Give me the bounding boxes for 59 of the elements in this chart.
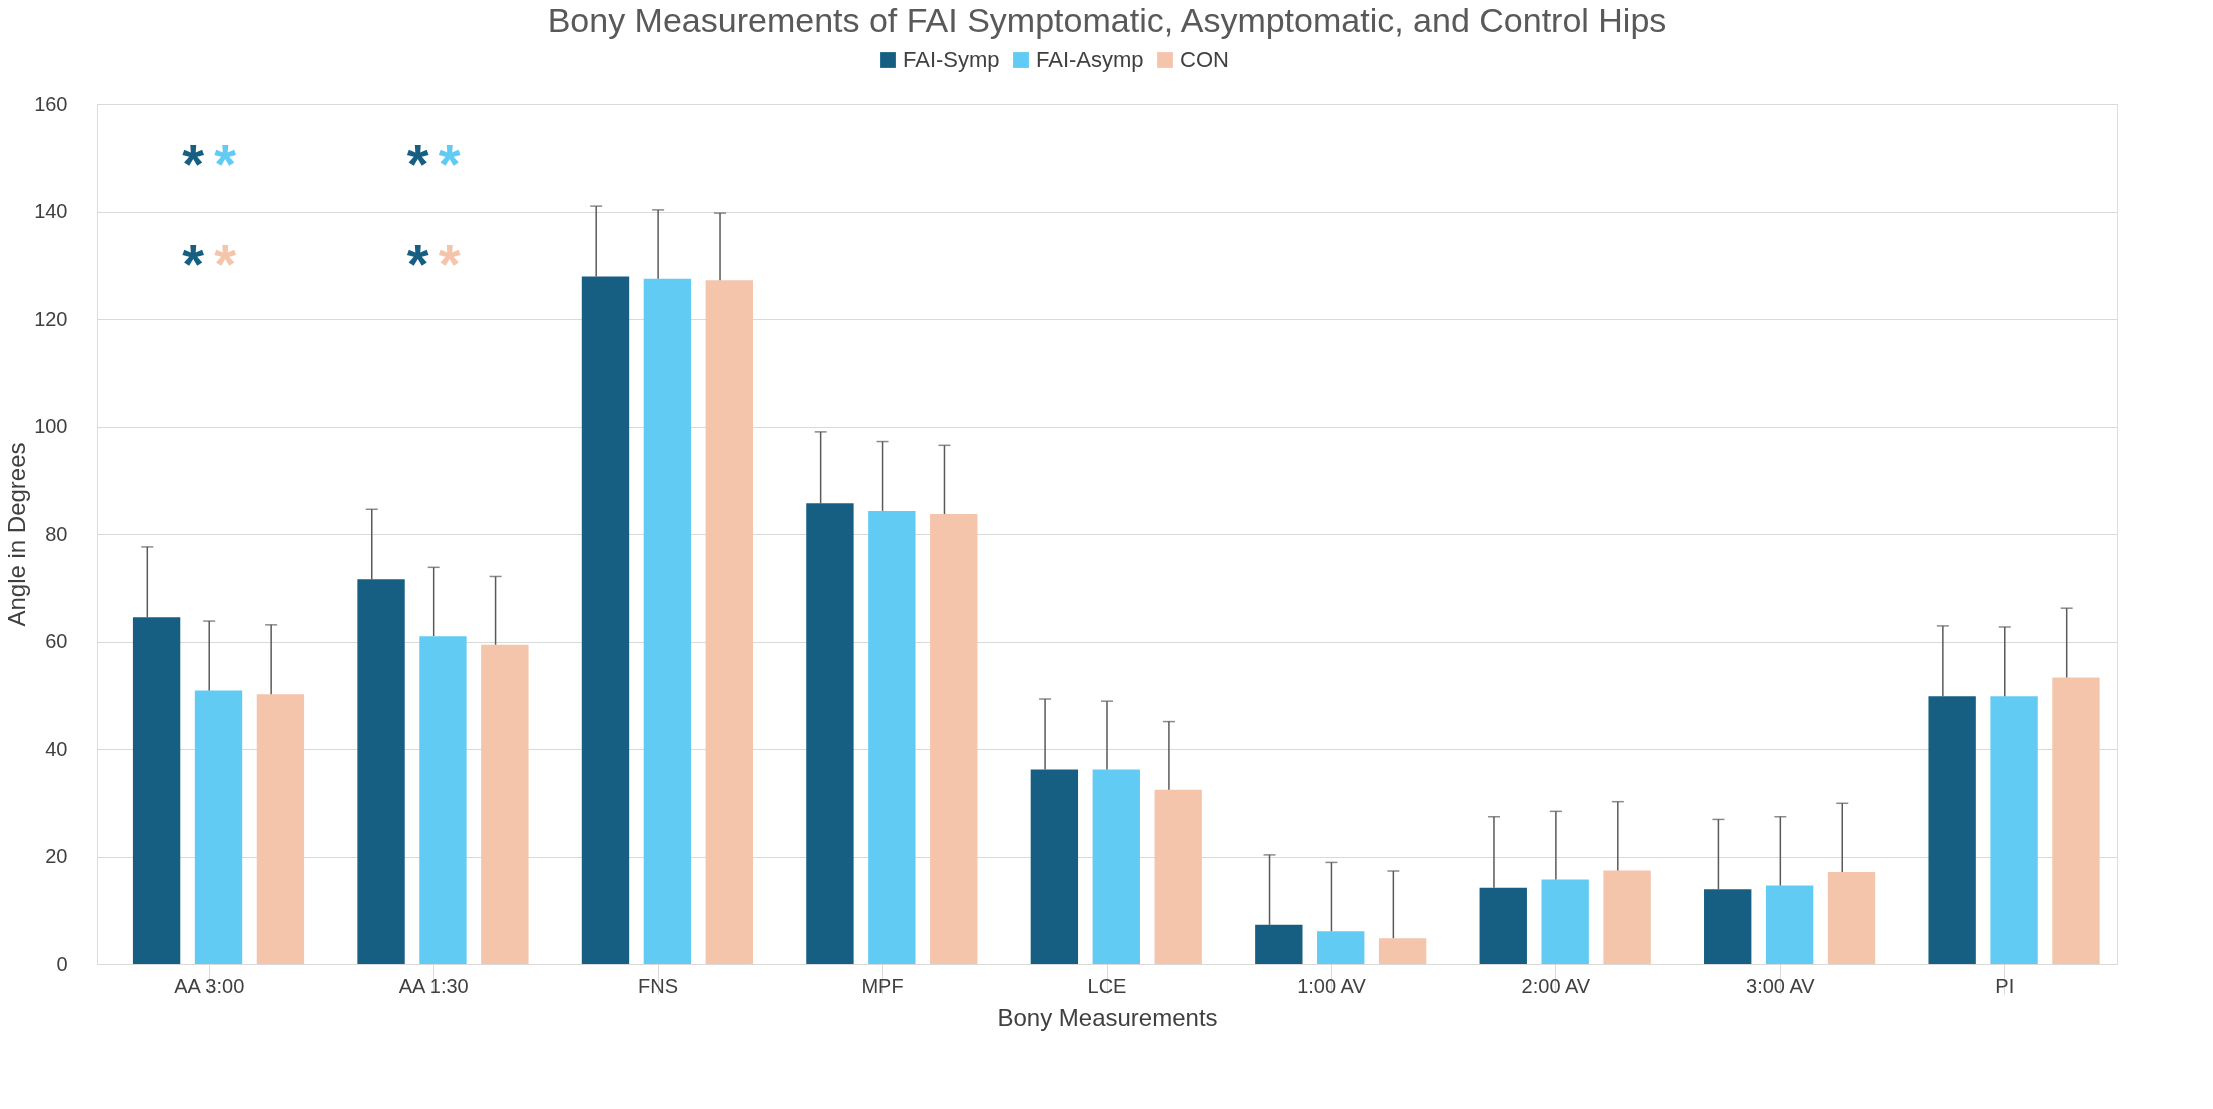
bar <box>194 690 243 964</box>
x-tick-label: 2:00 AV <box>1521 974 1591 997</box>
y-tick-label: 0 <box>56 952 68 975</box>
x-tick-label: 1:00 AV <box>1297 974 1367 997</box>
bar <box>1603 870 1651 964</box>
bar <box>868 510 916 964</box>
x-tick-label: AA 1:30 <box>398 974 469 997</box>
bar <box>1154 789 1202 964</box>
x-tick-label: MPF <box>861 974 904 997</box>
x-tick-label: AA 3:00 <box>174 974 245 997</box>
y-tick-label: 40 <box>45 737 68 760</box>
x-tick-label: FNS <box>638 974 679 997</box>
bar <box>1030 769 1079 964</box>
legend-label: CON <box>1180 47 1229 72</box>
bar <box>2052 677 2100 964</box>
bar <box>705 280 753 964</box>
legend-label: FAI-Symp <box>903 47 1000 72</box>
bar <box>1765 885 1814 964</box>
bar <box>581 276 630 964</box>
annotation: * <box>406 232 429 295</box>
bar <box>643 278 692 964</box>
y-tick-label: 80 <box>45 522 68 545</box>
annotation: * <box>182 232 205 295</box>
bar <box>1317 931 1365 964</box>
x-tick-label: PI <box>1995 974 2015 997</box>
bar <box>1255 924 1303 964</box>
y-tick-label: 120 <box>34 307 68 330</box>
bar <box>1990 696 2038 964</box>
bar <box>1479 887 1527 964</box>
annotation: * <box>438 232 461 295</box>
y-axis-title: Angle in Degrees <box>3 442 31 627</box>
bar <box>930 514 978 964</box>
bar <box>1928 696 1976 964</box>
bar <box>1378 938 1427 964</box>
y-tick-label: 140 <box>34 200 68 222</box>
bar <box>256 694 305 964</box>
x-tick-label: LCE <box>1087 974 1127 997</box>
bar <box>1541 879 1589 964</box>
x-tick-label: 3:00 AV <box>1746 974 1816 997</box>
y-tick-label: 60 <box>45 630 68 652</box>
legend-label: FAI-Asymp <box>1036 47 1144 72</box>
annotation: * <box>214 232 237 295</box>
y-tick-label: 160 <box>34 92 68 115</box>
annotation: * <box>406 132 429 195</box>
chart-title: Bony Measurements of FAI Symptomatic, Asymptomatic, and Control Hips <box>547 1 1667 39</box>
bar <box>481 644 529 964</box>
bar <box>357 579 405 964</box>
annotation: * <box>438 132 461 195</box>
bar <box>419 636 467 964</box>
y-tick-label: 20 <box>45 845 68 867</box>
x-axis-title: Bony Measurements <box>997 1003 1218 1031</box>
bar <box>806 503 854 964</box>
annotation: * <box>214 132 237 195</box>
bar <box>1827 872 1876 964</box>
bar <box>132 617 181 964</box>
y-tick-label: 100 <box>34 415 68 437</box>
bar <box>1092 769 1140 964</box>
annotation: * <box>182 132 205 195</box>
bar <box>1704 889 1752 964</box>
